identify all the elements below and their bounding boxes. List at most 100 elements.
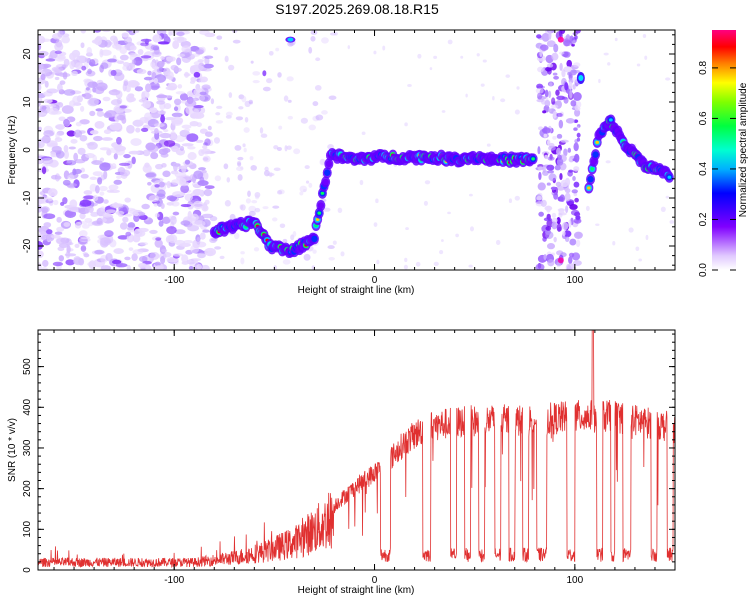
spectrogram-blob [209, 215, 218, 222]
spectrogram-blob [469, 193, 473, 197]
spectrogram-blob [440, 239, 444, 243]
spectrogram-blob [537, 166, 544, 171]
spectrogram-blob [347, 45, 351, 50]
spectrogram-blob [567, 263, 576, 270]
spectrogram-blob [147, 70, 152, 76]
spectrogram-blob [260, 133, 268, 138]
spectrogram-blob [248, 205, 257, 213]
spectrogram-blob [225, 111, 233, 117]
spectrogram-blob [100, 62, 109, 70]
spectrogram-blob [181, 45, 192, 53]
spectrogram-blob [159, 66, 164, 72]
spectrogram-blob [551, 221, 558, 230]
spectrogram-blob [259, 127, 264, 134]
spectrogram-blob [89, 130, 99, 135]
spectrogram-blob [51, 110, 62, 115]
spectrogram-blob [236, 166, 244, 172]
spectrogram-blob [203, 63, 214, 69]
spectrogram-blob [173, 98, 182, 105]
spectrogram-blob [575, 215, 581, 220]
spectrogram-blob [113, 248, 124, 254]
spectrogram-blob [79, 119, 90, 125]
spectrogram-blob [539, 49, 543, 58]
spectrogram-blob [495, 239, 501, 246]
spectrogram-blob [243, 147, 247, 153]
spectrogram-blob [165, 86, 177, 91]
spectrogram-blob [72, 95, 81, 104]
spectrogram-blob [65, 159, 77, 166]
spectrogram-blob [131, 59, 136, 65]
spectrogram-blob [536, 83, 544, 89]
spectrogram-blob [124, 213, 133, 217]
spectrogram-blob [552, 72, 558, 76]
spectrogram-blob [133, 212, 140, 217]
spectrogram-blob [636, 63, 641, 67]
spectrogram-blob [607, 62, 611, 66]
spectrogram-blob [179, 242, 191, 248]
spectrogram-blob [551, 52, 559, 61]
spectrogram-blob [209, 237, 217, 244]
spectrogram-blob [80, 173, 89, 179]
spectrogram-blob [312, 249, 317, 254]
spectrogram-blob [198, 79, 206, 83]
spectrogram-blob [154, 239, 163, 248]
spectrogram-blob [100, 265, 112, 270]
spectrogram-blob [375, 198, 379, 204]
spectrogram-blob [568, 169, 574, 173]
spectrogram-blob [324, 169, 331, 176]
spectrogram-blob [150, 151, 159, 160]
spectrogram-blob [179, 129, 190, 137]
spectrogram-blob [327, 245, 335, 250]
spectrogram-blob [40, 267, 48, 270]
spectrogram-blob [90, 211, 99, 217]
spectrogram-blob [574, 35, 578, 40]
spectrogram-blob [433, 261, 439, 266]
spectrogram-blob [169, 196, 176, 202]
spectrogram-blob [166, 226, 177, 235]
spectrogram-blob [67, 205, 79, 212]
spectrogram-blob [447, 211, 451, 215]
spectrogram-blob [204, 185, 215, 189]
spectrogram-blob [83, 253, 90, 258]
spectrogram-xlabel: Height of straight line (km) [298, 285, 415, 296]
spectrogram-blob [543, 133, 547, 138]
snr-xtick-label: 100 [566, 575, 583, 586]
spectrogram-blob [100, 49, 112, 56]
spectrogram-blob [116, 136, 122, 145]
spectrogram-blob [129, 45, 137, 51]
spectrogram-blob [535, 263, 545, 270]
spectrogram-blob [308, 124, 316, 131]
spectrogram-blob [317, 202, 325, 209]
spectrogram-blob [482, 59, 487, 63]
spectrogram-blob [561, 69, 566, 78]
snr-xtick-label: 0 [372, 575, 378, 586]
spectrogram-blob [667, 175, 672, 179]
spectrogram-blob [112, 43, 122, 49]
spectrogram-blob [573, 127, 578, 131]
spectrogram-blob [156, 94, 168, 99]
spectrogram-blob [359, 179, 364, 186]
spectrogram-blob [181, 261, 189, 265]
spectrogram-blob [548, 145, 556, 151]
spectrogram-blob [486, 143, 491, 147]
spectrogram-blob [572, 176, 576, 181]
spectrogram-blob [175, 91, 186, 95]
spectrogram-blob [167, 234, 178, 244]
spectrogram-blob [553, 75, 559, 80]
spectrogram-blob [150, 61, 155, 68]
spectrogram-blob [116, 114, 126, 121]
spectrogram-blob [286, 145, 292, 150]
spectrogram-blob [252, 71, 261, 76]
spectrogram-blob [151, 50, 162, 58]
spectrogram-blob [193, 200, 204, 210]
spectrogram-blob [50, 151, 57, 158]
spectrogram-blob [126, 94, 135, 103]
spectrogram-blob [224, 200, 231, 207]
spectrogram-blob [576, 137, 581, 142]
spectrogram-blob [140, 55, 152, 59]
spectrogram-blob [273, 145, 279, 150]
spectrogram-blob [424, 180, 431, 185]
spectrogram-ytick-label: 0 [22, 147, 33, 153]
spectrogram-blob [204, 131, 213, 137]
